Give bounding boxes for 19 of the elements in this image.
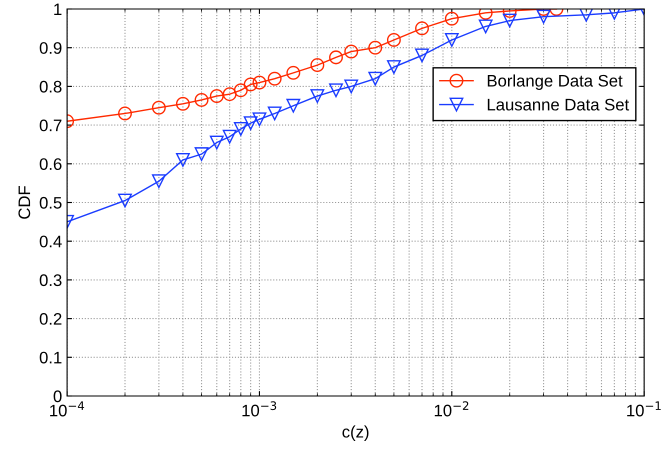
x-tick-label: 10$^{−2}$ [434,401,468,416]
y-tick-label: 0.1 [40,352,62,364]
legend-label: Lausanne Data Set [488,98,630,111]
y-tick-label: 1 [54,4,62,16]
y-tick-label: 0.6 [40,158,62,170]
y-tick-label: 0 [54,390,62,402]
y-axis-title: CDF [18,186,30,219]
y-tick-label: 0.2 [40,313,62,325]
y-tick-label: 0.5 [40,196,62,209]
y-tick-label: 0.8 [40,80,62,93]
x-axis-title: c(z) [342,425,368,441]
y-tick-label: 0.3 [40,274,62,286]
x-tick-label: 10$^{−3}$ [242,401,276,416]
legend-label: Borlange Data Set [488,74,623,90]
y-tick-label: 0.7 [40,120,62,132]
x-tick-label: 10$^{−4}$ [50,401,84,416]
y-tick-label: 0.4 [40,236,62,248]
x-tick-label: 10$^{−1}$ [627,401,661,416]
y-tick-label: 0.9 [40,42,62,54]
